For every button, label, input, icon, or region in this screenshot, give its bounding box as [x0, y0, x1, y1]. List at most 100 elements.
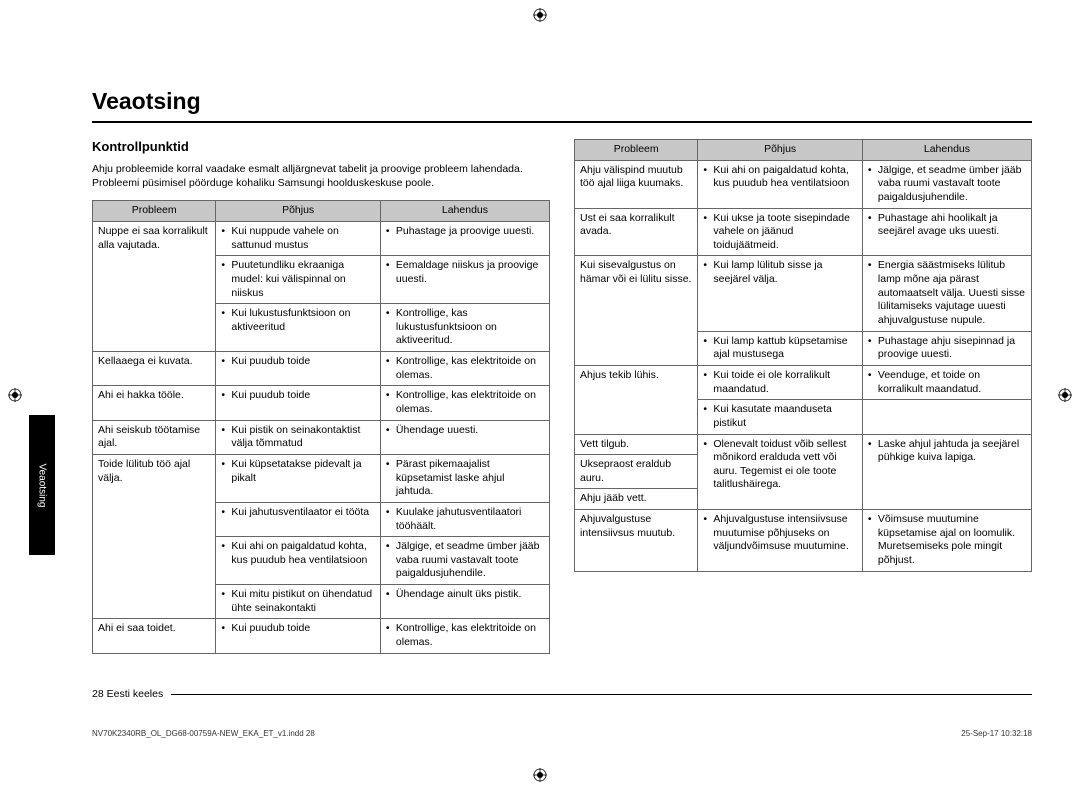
troubleshoot-table-2: Probleem Põhjus Lahendus Ahju välispind …	[574, 139, 1032, 572]
cell-text: Kontrollige, kas elektritoide on olemas.	[386, 355, 544, 382]
cell-text: Puutetundliku ekraaniga mudel: kui välis…	[221, 259, 375, 300]
cause-cell: Kui ahi on paigaldatud kohta, kus puudub…	[216, 537, 381, 585]
cell-text: Kontrollige, kas elektritoide on olemas.	[386, 622, 544, 649]
cell-text: Kui kasutate maanduseta pistikut	[703, 403, 857, 430]
cell-text: Ühendage uuesti.	[386, 424, 544, 438]
cell-text: Jälgige, et seadme ümber jääb vaba ruumi…	[386, 540, 544, 581]
page-title: Veaotsing	[92, 88, 1032, 115]
title-rule	[92, 121, 1032, 123]
table-row: Ahi ei hakka tööle. Kui puudub toide Kontr…	[93, 386, 550, 420]
solution-cell: Võimsuse muutumine küpsetamise ajal on l…	[862, 510, 1031, 572]
cell-text: Kui ahi on paigaldatud kohta, kus puudub…	[221, 540, 375, 567]
cause-cell: Kui kasutate maanduseta pistikut	[698, 400, 863, 434]
solution-cell: Puhastage ahi hoolikalt ja seejärel avag…	[862, 208, 1031, 256]
cause-cell: Kui lamp lülitub sisse ja seejärel välja…	[698, 256, 863, 331]
th-solution: Lahendus	[862, 140, 1031, 161]
page-content: Veaotsing Kontrollpunktid Ahju probleemi…	[92, 88, 1032, 742]
imprint-filename: NV70K2340RB_OL_DG68-00759A-NEW_EKA_ET_v1…	[92, 729, 315, 738]
cause-cell: Kui küpsetatakse pidevalt ja pikalt	[216, 454, 381, 502]
cell-text: Kui pistik on seinakontaktist välja tõmm…	[221, 424, 375, 451]
solution-cell: Ühendage uuesti.	[380, 420, 549, 454]
problem-cell: Ahi ei hakka tööle.	[93, 386, 216, 420]
page-footer: 28 Eesti keeles	[92, 688, 1032, 700]
cause-cell: Kui lamp kattub küpsetamise ajal mustuse…	[698, 331, 863, 365]
solution-cell: Eemaldage niiskus ja proovige uuesti.	[380, 256, 549, 304]
cell-text: Eemaldage niiskus ja proovige uuesti.	[386, 259, 544, 286]
cell-text: Puhastage ahju sisepinnad ja proovige uu…	[868, 335, 1026, 362]
th-problem: Probleem	[93, 201, 216, 222]
registration-mark-icon	[1058, 388, 1072, 402]
problem-cell: Kui sisevalgustus on hämar või ei lülitu…	[575, 256, 698, 365]
table-row: Toide lülitub töö ajal välja.Kui küpseta…	[93, 454, 550, 502]
table-row: Kellaaega ei kuvata. Kui puudub toide Kont…	[93, 352, 550, 386]
side-tab: Veaotsing	[29, 415, 55, 555]
problem-cell: Ahjus tekib lühis.	[575, 365, 698, 434]
page-number-label: 28 Eesti keeles	[92, 688, 163, 700]
table-row: Vett tilgub.Olenevalt toidust võib selle…	[575, 434, 1032, 455]
right-column: Probleem Põhjus Lahendus Ahju välispind …	[574, 139, 1032, 654]
solution-cell: Kontrollige, kas elektritoide on olemas.	[380, 386, 549, 420]
cell-text: Kui nuppude vahele on sattunud mustus	[221, 225, 375, 252]
cell-text: Kontrollige, kas elektritoide on olemas.	[386, 389, 544, 416]
table-row: Ahi ei saa toidet.Kui puudub toideKontro…	[93, 619, 550, 653]
cell-text: Energia säästmiseks lülitub lamp mõne aj…	[868, 259, 1026, 327]
table-row: Nuppe ei saa korralikult alla vajutada.K…	[93, 221, 550, 255]
th-cause: Põhjus	[216, 201, 381, 222]
registration-mark-icon	[533, 768, 547, 782]
cell-text: Jälgige, et seadme ümber jääb vaba ruumi…	[868, 164, 1026, 205]
cell-text: Puhastage ja proovige uuesti.	[386, 225, 544, 239]
cell-text: Olenevalt toidust võib sellest mõnikord …	[703, 438, 857, 493]
cause-cell: Kui puudub toide	[216, 619, 381, 653]
cell-text: Kui puudub toide	[221, 355, 375, 369]
solution-cell: Puhastage ja proovige uuesti.	[380, 221, 549, 255]
left-column: Kontrollpunktid Ahju probleemide korral …	[92, 139, 550, 654]
problem-cell: Ahi ei saa toidet.	[93, 619, 216, 653]
solution-cell: Pärast pikemaajalist küpsetamist laske a…	[380, 454, 549, 502]
problem-cell: Toide lülitub töö ajal välja.	[93, 454, 216, 618]
problem-cell: Ahi seiskub töötamise ajal.	[93, 420, 216, 454]
cause-cell: Ahjuvalgustuse intensiivsuse muutumise p…	[698, 510, 863, 572]
cell-text: Kui lukustusfunktsioon on aktiveeritud	[221, 307, 375, 334]
cause-cell: Kui jahutusventilaator ei tööta	[216, 502, 381, 536]
solution-cell: Kontrollige, kas lukustusfunktsioon on a…	[380, 304, 549, 352]
imprint-line: NV70K2340RB_OL_DG68-00759A-NEW_EKA_ET_v1…	[92, 729, 1032, 738]
problem-cell: Vett tilgub.	[575, 434, 698, 455]
table-row: Kui sisevalgustus on hämar või ei lülitu…	[575, 256, 1032, 331]
cause-cell: Kui puudub toide	[216, 352, 381, 386]
cell-text: Kui mitu pistikut on ühendatud ühte sein…	[221, 588, 375, 615]
cause-cell: Puutetundliku ekraaniga mudel: kui välis…	[216, 256, 381, 304]
solution-cell: Kontrollige, kas elektritoide on olemas.	[380, 619, 549, 653]
solution-cell: Ühendage ainult üks pistik.	[380, 585, 549, 619]
cell-text: Veenduge, et toide on korralikult maanda…	[868, 369, 1026, 396]
footer-rule	[171, 694, 1032, 695]
two-column-layout: Kontrollpunktid Ahju probleemide korral …	[92, 139, 1032, 654]
cell-text: Puhastage ahi hoolikalt ja seejärel avag…	[868, 212, 1026, 239]
cell-text: Ühendage ainult üks pistik.	[386, 588, 544, 602]
solution-cell: Jälgige, et seadme ümber jääb vaba ruumi…	[380, 537, 549, 585]
cell-text: Võimsuse muutumine küpsetamise ajal on l…	[868, 513, 1026, 568]
cause-cell: Olenevalt toidust võib sellest mõnikord …	[698, 434, 863, 510]
solution-cell: Puhastage ahju sisepinnad ja proovige uu…	[862, 331, 1031, 365]
cell-text: Kui puudub toide	[221, 389, 375, 403]
cell-text: Kontrollige, kas lukustusfunktsioon on a…	[386, 307, 544, 348]
table-row: Ahju välispind muutub töö ajal liiga kuu…	[575, 160, 1032, 208]
intro-paragraph: Ahju probleemide korral vaadake esmalt a…	[92, 162, 550, 190]
imprint-datetime: 25-Sep-17 10:32:18	[961, 729, 1032, 738]
solution-cell: Laske ahjul jahtuda ja seejärel pühkige …	[862, 434, 1031, 510]
cause-cell: Kui puudub toide	[216, 386, 381, 420]
problem-cell: Kellaaega ei kuvata.	[93, 352, 216, 386]
table-row: Ahjus tekib lühis.Kui toide ei ole korra…	[575, 365, 1032, 399]
cell-text: Pärast pikemaajalist küpsetamist laske a…	[386, 458, 544, 499]
cell-text: Kui lamp lülitub sisse ja seejärel välja…	[703, 259, 857, 286]
troubleshoot-table-1: Probleem Põhjus Lahendus Nuppe ei saa ko…	[92, 200, 550, 653]
problem-cell: Ust ei saa korralikult avada.	[575, 208, 698, 256]
problem-cell: Uksepraost eraldub auru.	[575, 455, 698, 489]
solution-cell: Energia säästmiseks lülitub lamp mõne aj…	[862, 256, 1031, 331]
solution-cell: Kuulake jahutusventilaatori tööhäält.	[380, 502, 549, 536]
table-row: Ust ei saa korralikult avada.Kui ukse ja…	[575, 208, 1032, 256]
cell-text: Kui lamp kattub küpsetamise ajal mustuse…	[703, 335, 857, 362]
cause-cell: Kui ukse ja toote sisepindade vahele on …	[698, 208, 863, 256]
cause-cell: Kui pistik on seinakontaktist välja tõmm…	[216, 420, 381, 454]
solution-cell: Veenduge, et toide on korralikult maanda…	[862, 365, 1031, 399]
registration-mark-icon	[533, 8, 547, 22]
